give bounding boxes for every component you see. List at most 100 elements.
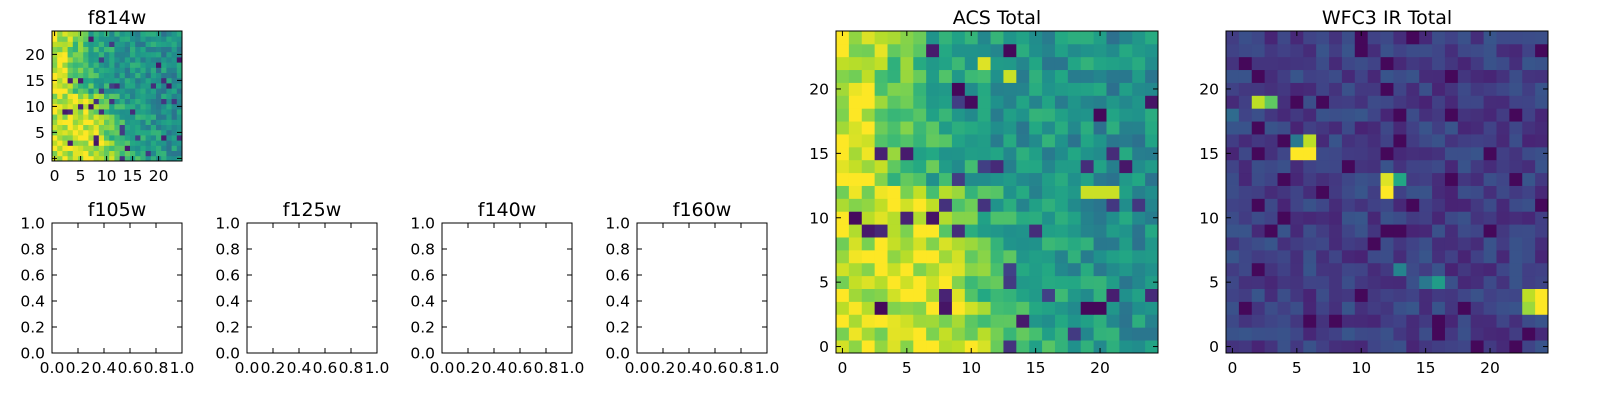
heatmap-cell [104,77,110,84]
heatmap-cell [887,172,901,186]
heatmap-cell [88,129,94,136]
heatmap-cell [964,134,979,148]
heatmap-cell [1509,275,1523,289]
heatmap-cell [145,98,152,105]
heatmap-cell [913,340,927,354]
heatmap-cell [1341,262,1356,277]
heatmap-cell [1509,262,1523,277]
heatmap-cell [1329,198,1343,212]
heatmap-cell [964,224,979,238]
heatmap-cell [109,88,115,94]
heatmap-cell [861,237,876,251]
heatmap-cell [150,31,157,37]
heatmap-cell [72,46,79,53]
heatmap-cell [171,145,178,151]
heatmap-cell [951,198,966,212]
heatmap-cell [109,77,115,84]
x-tick-label: 0.8 [729,359,754,377]
heatmap-cell [1470,224,1484,238]
heatmap-cell [1535,275,1549,289]
heatmap-cell [1226,56,1240,71]
heatmap-cell [124,41,131,47]
heatmap-cell [1003,249,1017,264]
x-tick-label: 5 [902,359,912,377]
heatmap-cell [1145,108,1159,122]
heatmap-cell [1145,237,1159,251]
heatmap-cell [1016,146,1030,161]
heatmap-cell [130,150,136,157]
heatmap-cell [1054,301,1069,315]
heatmap-cell [1393,288,1407,302]
heatmap-cell [1145,95,1159,109]
y-tick-label: 10 [809,209,829,227]
heatmap-cell [1003,185,1017,199]
heatmap-cell [1042,340,1056,354]
heatmap-cell [67,72,74,79]
heatmap-cell [1093,134,1107,148]
heatmap-cell [874,108,888,122]
heatmap-cell [57,145,63,151]
heatmap-cell [119,135,126,141]
heatmap-cell [1341,301,1356,315]
heatmap-cell [939,327,953,341]
heatmap-cell [951,262,966,277]
heatmap-cell [939,288,953,302]
heatmap-cell [1509,288,1523,302]
heatmap-cell [1042,327,1056,341]
heatmap-cell [1029,56,1043,71]
heatmap-cell [114,145,120,151]
x-tick-label: 1.0 [755,359,780,377]
heatmap-cell [1406,327,1420,341]
heatmap-cell [156,67,162,73]
heatmap-cell [1042,198,1056,212]
heatmap-cell [1093,275,1107,289]
heatmap-cell [1003,237,1017,251]
heatmap-cell [1303,314,1317,328]
heatmap-cell [1251,314,1266,328]
heatmap-cell [1003,108,1017,122]
heatmap-cell [114,57,120,63]
heatmap-cell [135,93,141,99]
heatmap-cell [1119,185,1133,199]
heatmap-cell [1042,31,1056,45]
heatmap-cell [104,145,110,151]
heatmap-cell [150,98,157,105]
heatmap-cell [1496,121,1510,135]
heatmap-cell [1522,249,1536,264]
heatmap-cell [1496,198,1510,212]
heatmap-cell [900,340,914,354]
heatmap-cell [1470,82,1484,96]
heatmap-cell [62,72,68,79]
heatmap-cell [1419,121,1433,135]
heatmap-cell [926,108,940,122]
heatmap-cell [156,72,162,79]
heatmap-cell [887,249,901,264]
heatmap-cell [83,114,89,120]
heatmap-cell [1483,327,1497,341]
heatmap-cell [150,103,157,110]
heatmap-cell [62,124,68,131]
heatmap-cell [964,82,979,96]
heatmap-cell [1016,56,1030,71]
heatmap-cell [1444,327,1459,341]
f160w-frame [636,222,768,354]
heatmap-cell [57,57,63,63]
heatmap-cell [67,83,74,89]
heatmap-cell [62,109,68,115]
f160w-title: f160w [673,199,732,221]
heatmap-cell [1003,31,1017,45]
heatmap-cell [161,124,167,131]
heatmap-cell [1341,172,1356,186]
heatmap-cell [57,67,63,73]
heatmap-cell [1003,82,1017,96]
heatmap-cell [1341,237,1356,251]
heatmap-cell [52,135,58,141]
heatmap-cell [150,119,157,125]
heatmap-cell [1522,198,1536,212]
heatmap-cell [1316,301,1330,315]
x-tick-label: 0.8 [339,359,364,377]
heatmap-cell [67,103,74,110]
heatmap-cell [78,46,84,53]
